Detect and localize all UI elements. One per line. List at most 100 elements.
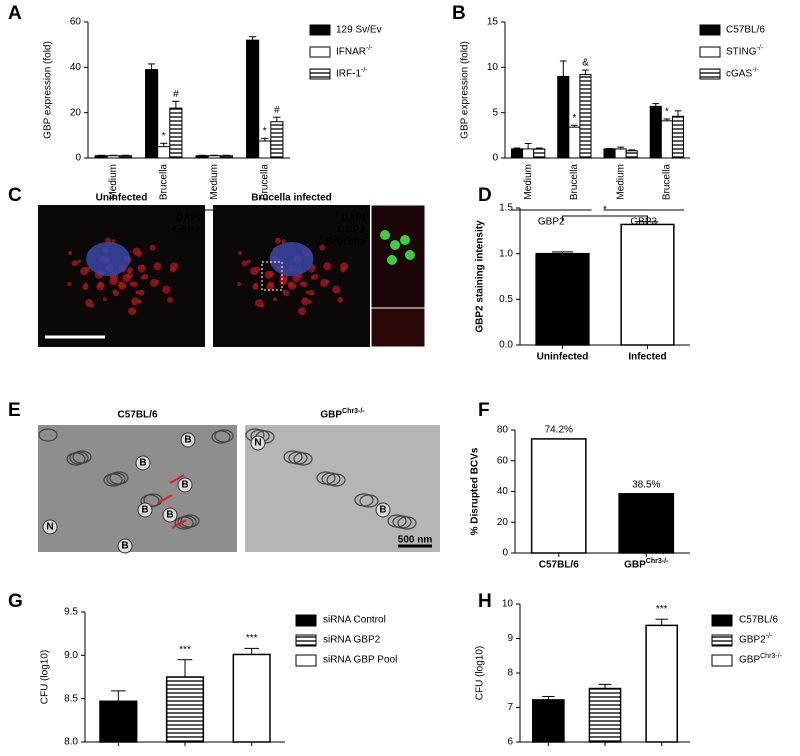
arrow	[157, 494, 173, 504]
y-tick-label: 0	[75, 153, 81, 164]
organelle	[397, 516, 417, 530]
legend-label: IRF-1-/-	[336, 67, 368, 79]
legend-swatch	[699, 68, 721, 80]
panel-letter: H	[478, 591, 492, 612]
legend-label: siRNA Control	[323, 615, 386, 626]
inset-bottom	[370, 307, 426, 348]
organelle	[103, 473, 123, 487]
significance-mark: *	[162, 131, 166, 142]
legend-label: GBPChr3-/-	[739, 653, 783, 665]
y-tick-label: 10	[487, 62, 499, 73]
legend-swatch	[309, 46, 331, 58]
micrograph	[213, 205, 370, 347]
bar	[579, 74, 592, 159]
y-tick-label: 9.0	[64, 650, 78, 661]
bacterium	[400, 235, 410, 245]
bar	[620, 223, 675, 346]
stain-spot	[162, 285, 171, 294]
stain-spot	[126, 267, 133, 274]
organelle	[211, 430, 231, 444]
bar	[169, 107, 183, 159]
y-axis-label: CFU (log10)	[40, 650, 51, 704]
stain-spot	[292, 274, 301, 283]
bar	[207, 155, 221, 159]
stain-spot	[170, 262, 179, 271]
stain-spot	[308, 289, 315, 296]
bar	[106, 155, 120, 159]
bar	[532, 699, 565, 743]
legend-label: STING-/-	[726, 45, 764, 57]
image-title: C57BL/6	[117, 410, 157, 421]
bar	[535, 252, 590, 346]
y-tick-label: 8.0	[64, 737, 78, 748]
nucleus	[86, 241, 131, 276]
x-tick-label: Brucella	[662, 164, 673, 201]
x-tick-label: C57BL/6	[539, 560, 579, 571]
significance-mark: ***	[179, 644, 191, 655]
stain-spot	[238, 250, 243, 255]
image-label: N	[46, 522, 53, 533]
image-label: B	[184, 435, 191, 446]
superscript: -/-	[757, 45, 764, 52]
stain-spot	[279, 277, 288, 286]
bacterium	[390, 240, 400, 250]
bar	[118, 155, 132, 159]
stain-spot	[90, 303, 95, 308]
significance-mark: ***	[246, 633, 258, 644]
y-tick-label: 5	[492, 107, 498, 118]
x-tick-label: Brucella	[158, 164, 169, 201]
x-tick-label: Medium	[108, 164, 119, 200]
y-tick-label: 20	[70, 107, 82, 118]
panel-letter: A	[8, 3, 22, 24]
y-tick-label: 9.5	[64, 607, 78, 618]
stain-spot	[298, 307, 307, 316]
stain-spot	[260, 303, 265, 308]
stain-spot	[142, 273, 149, 280]
bar	[246, 39, 260, 159]
label-bubble	[180, 432, 196, 448]
x-tick-label: Medium	[209, 164, 220, 200]
organelle	[326, 473, 346, 487]
stain-spot	[337, 296, 344, 303]
stain-spot	[109, 277, 118, 286]
stain-spot	[237, 282, 242, 287]
bar	[649, 105, 662, 159]
stain-spot	[274, 237, 281, 244]
channel-label: DAPI	[341, 213, 365, 224]
bar	[510, 148, 524, 159]
image-label: 500 nm	[398, 535, 433, 546]
stain-spot	[149, 244, 156, 251]
stain-spot	[319, 244, 326, 251]
micrograph	[245, 425, 440, 552]
channel-label: Brucella	[326, 237, 366, 248]
stain-spot	[264, 270, 273, 279]
label-bubble	[177, 477, 193, 493]
y-tick-label: 0	[492, 153, 498, 164]
stain-spot	[307, 299, 312, 304]
stain-spot	[132, 247, 141, 256]
stain-spot	[76, 259, 81, 264]
y-axis-label: CFU (log10)	[475, 646, 486, 700]
channel-label: GBP2	[338, 225, 366, 236]
significance-mark: *	[572, 113, 576, 124]
legend-swatch	[309, 68, 331, 80]
organelle	[174, 516, 194, 530]
bar	[660, 120, 673, 159]
stain-spot	[140, 264, 145, 269]
x-tick-label: Uninfected	[537, 352, 589, 363]
image-title: GBPChr3-/-	[320, 408, 365, 420]
superscript: -/-	[752, 67, 759, 74]
stain-spot	[104, 237, 111, 244]
stain-spot	[323, 262, 332, 271]
organelle	[69, 451, 89, 465]
y-tick-label: 10	[502, 599, 514, 610]
y-tick-label: 60	[70, 17, 82, 28]
significance-mark: ***	[656, 604, 668, 615]
y-tick-label: 20	[497, 517, 509, 528]
legend-swatch	[699, 24, 721, 36]
organelle	[359, 494, 379, 508]
bar	[270, 121, 284, 159]
legend-swatch	[711, 654, 733, 667]
legend-swatch	[711, 634, 733, 647]
